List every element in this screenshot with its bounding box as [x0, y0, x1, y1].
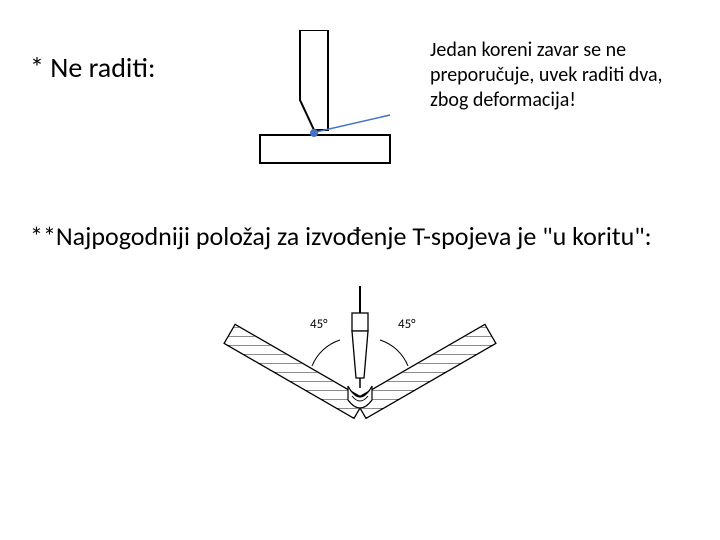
diagram-single-root-weld: [230, 30, 410, 180]
electrode-icon: [352, 286, 368, 388]
diagram-trough-position: 45° 45°: [0, 253, 720, 478]
angle-left-label: 45°: [310, 317, 328, 332]
angle-right-label: 45°: [398, 317, 416, 332]
body-paragraph: **Najpogodniji položaj za izvođenje T-sp…: [0, 180, 720, 253]
note-single-root-weld: Jedan koreni zavar se ne preporučuje, uv…: [410, 30, 690, 113]
top-row: * Ne raditi: Jedan koreni zavar se ne pr…: [0, 0, 720, 180]
heading-not-to-do: * Ne raditi:: [30, 30, 230, 85]
